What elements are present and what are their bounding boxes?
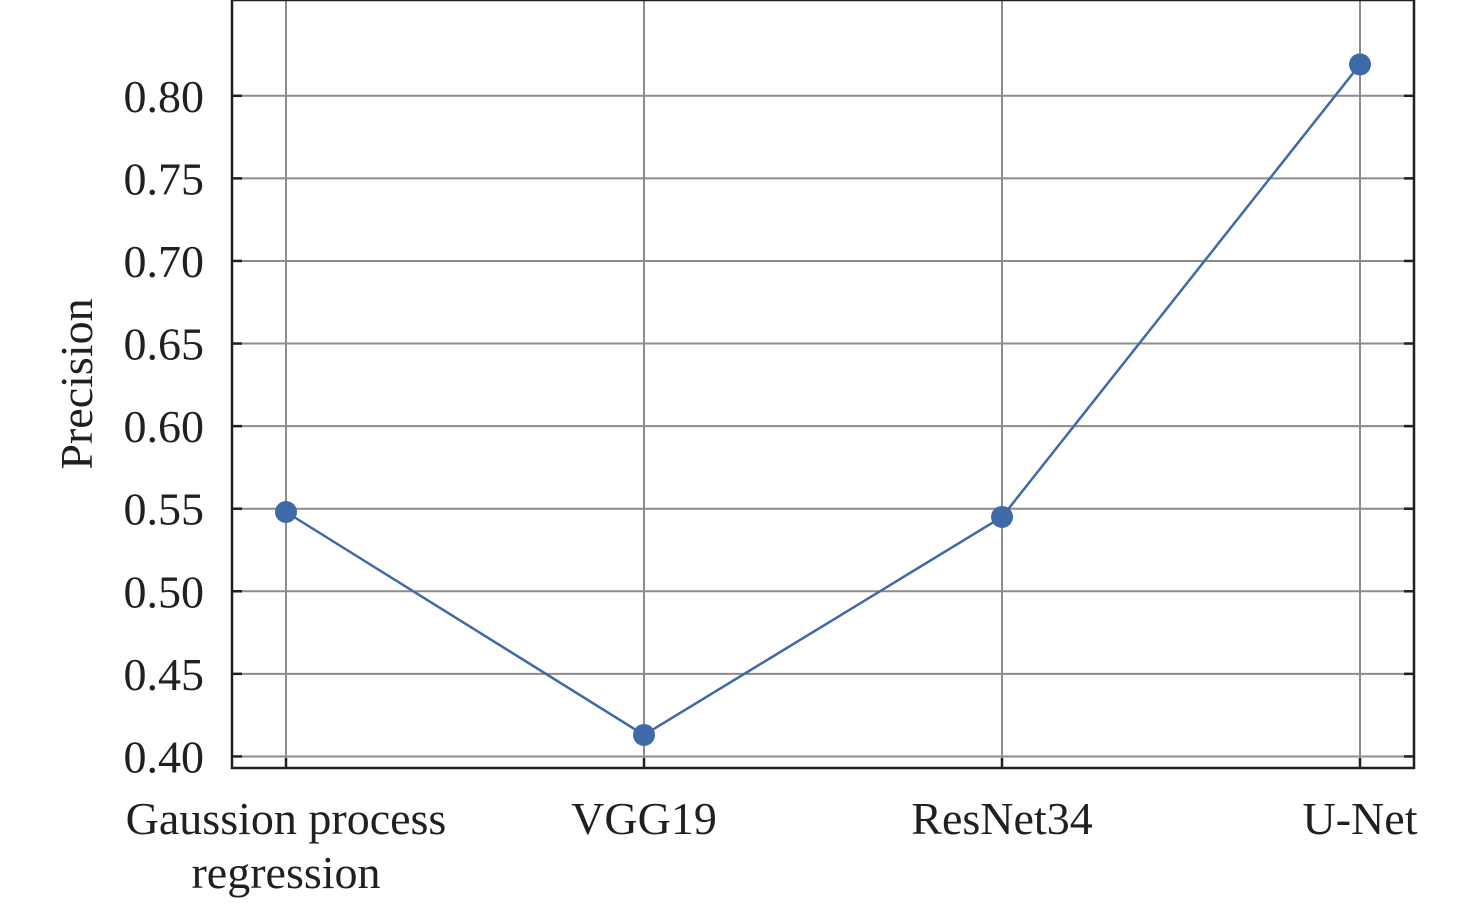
y-tick-label: 0.55	[124, 484, 205, 535]
y-tick-labels: 0.40 0.45 0.50 0.55 0.60 0.65 0.70 0.75 0.80	[124, 71, 205, 783]
x-tick-label: ResNet34	[911, 793, 1092, 844]
x-tick-label-line: ResNet34	[911, 793, 1092, 844]
data-point	[1349, 53, 1371, 76]
grid	[232, 0, 1414, 768]
data-point	[633, 723, 655, 746]
y-tick-label: 0.65	[124, 319, 205, 370]
x-tick-labels: Gaussion process regression VGG19 ResNet34 U…	[126, 793, 1418, 898]
series-group	[275, 53, 1371, 746]
y-tick-label: 0.45	[124, 649, 205, 700]
x-tick-label: Gaussion process regression	[126, 793, 447, 898]
x-tick-label-line: VGG19	[571, 793, 717, 844]
y-tick-label: 0.50	[124, 566, 205, 617]
y-tick-label: 0.80	[124, 71, 205, 122]
series-line	[285, 63, 1361, 737]
x-tick-label-line: regression	[191, 847, 380, 898]
x-tick-label-line: U-Net	[1303, 793, 1418, 844]
y-tick-label: 0.75	[124, 153, 205, 204]
plot-frame	[230, 0, 1416, 770]
data-point	[275, 501, 297, 523]
y-tick-label: 0.60	[124, 401, 205, 452]
y-tick-label: 0.70	[124, 236, 205, 287]
y-tick-label: 0.40	[124, 731, 205, 782]
data-point	[991, 505, 1013, 528]
x-tick-label-line: Gaussion process	[126, 793, 447, 844]
x-tick-label: U-Net	[1303, 793, 1418, 844]
y-axis-title: Precision	[51, 298, 102, 469]
axis-ticks	[232, 94, 1414, 768]
x-tick-label: VGG19	[571, 793, 717, 844]
